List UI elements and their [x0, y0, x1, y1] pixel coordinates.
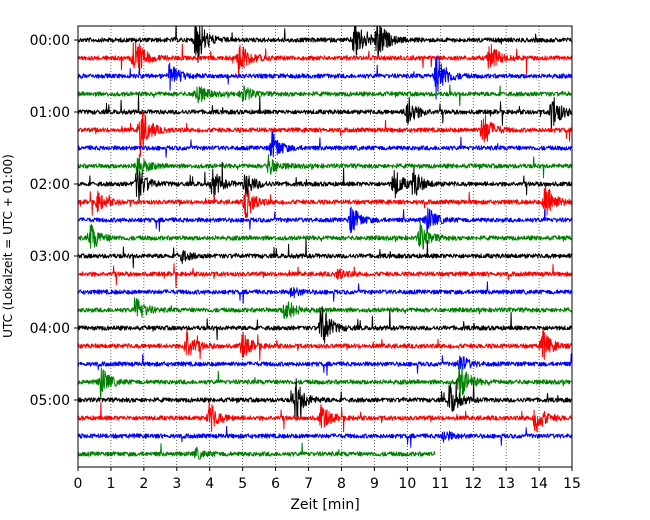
x-tick-label: 3	[172, 476, 181, 492]
x-tick-label: 13	[497, 476, 515, 492]
trace-line	[78, 93, 572, 131]
x-tick-label: 14	[530, 476, 548, 492]
trace-line	[78, 401, 572, 433]
x-tick-label: 12	[464, 476, 482, 492]
trace-line	[78, 297, 572, 319]
x-tick-label: 4	[205, 476, 214, 492]
x-tick-label: 15	[563, 476, 581, 492]
x-tick-label: 8	[337, 476, 346, 492]
trace-line	[78, 221, 572, 250]
y-axis-label: UTC (Lokalzeit = UTC + 01:00)	[1, 154, 15, 338]
trace-line	[78, 26, 572, 63]
x-axis-label: Zeit [min]	[290, 497, 359, 513]
x-tick-label: 11	[431, 476, 449, 492]
plot-frame	[77, 25, 573, 468]
trace-line	[78, 41, 572, 76]
trace-line	[78, 184, 572, 219]
trace-line	[78, 330, 572, 361]
x-tick-label: 7	[304, 476, 313, 492]
x-tick-label: 10	[398, 476, 416, 492]
y-tick-label: 04:00	[30, 321, 70, 337]
y-tick-label: 01:00	[30, 105, 70, 121]
trace-line	[78, 153, 572, 179]
trace-line	[78, 111, 572, 157]
x-tick-label: 0	[74, 476, 83, 492]
trace-line	[78, 161, 572, 201]
y-tick-label: 05:00	[30, 393, 70, 409]
trace-line	[78, 281, 572, 304]
y-axis-ticks: 00:00 01:00 02:00 03:00 04:00 05:00	[30, 33, 78, 409]
trace-line	[78, 84, 572, 107]
y-tick-label: 00:00	[30, 33, 70, 49]
x-axis-ticks: 0 1 2 3 4 5 6 7 8 9 10 11 12 13 14 15	[74, 467, 581, 492]
trace-line	[78, 364, 572, 406]
x-tick-label: 6	[271, 476, 280, 492]
seismic-traces	[78, 26, 572, 460]
x-tick-label: 9	[370, 476, 379, 492]
trace-line	[78, 206, 572, 235]
x-tick-label: 2	[139, 476, 148, 492]
x-tick-label: 1	[106, 476, 115, 492]
trace-line	[78, 353, 572, 376]
trace-line	[78, 237, 572, 269]
trace-line	[78, 131, 572, 158]
trace-line	[78, 306, 572, 344]
trace-line	[78, 442, 436, 460]
trace-line	[78, 378, 572, 421]
trace-line	[78, 263, 572, 288]
trace-line	[78, 55, 572, 100]
y-tick-label: 03:00	[30, 249, 70, 265]
y-tick-label: 02:00	[30, 177, 70, 193]
trace-line	[78, 425, 572, 448]
x-tick-label: 5	[238, 476, 247, 492]
